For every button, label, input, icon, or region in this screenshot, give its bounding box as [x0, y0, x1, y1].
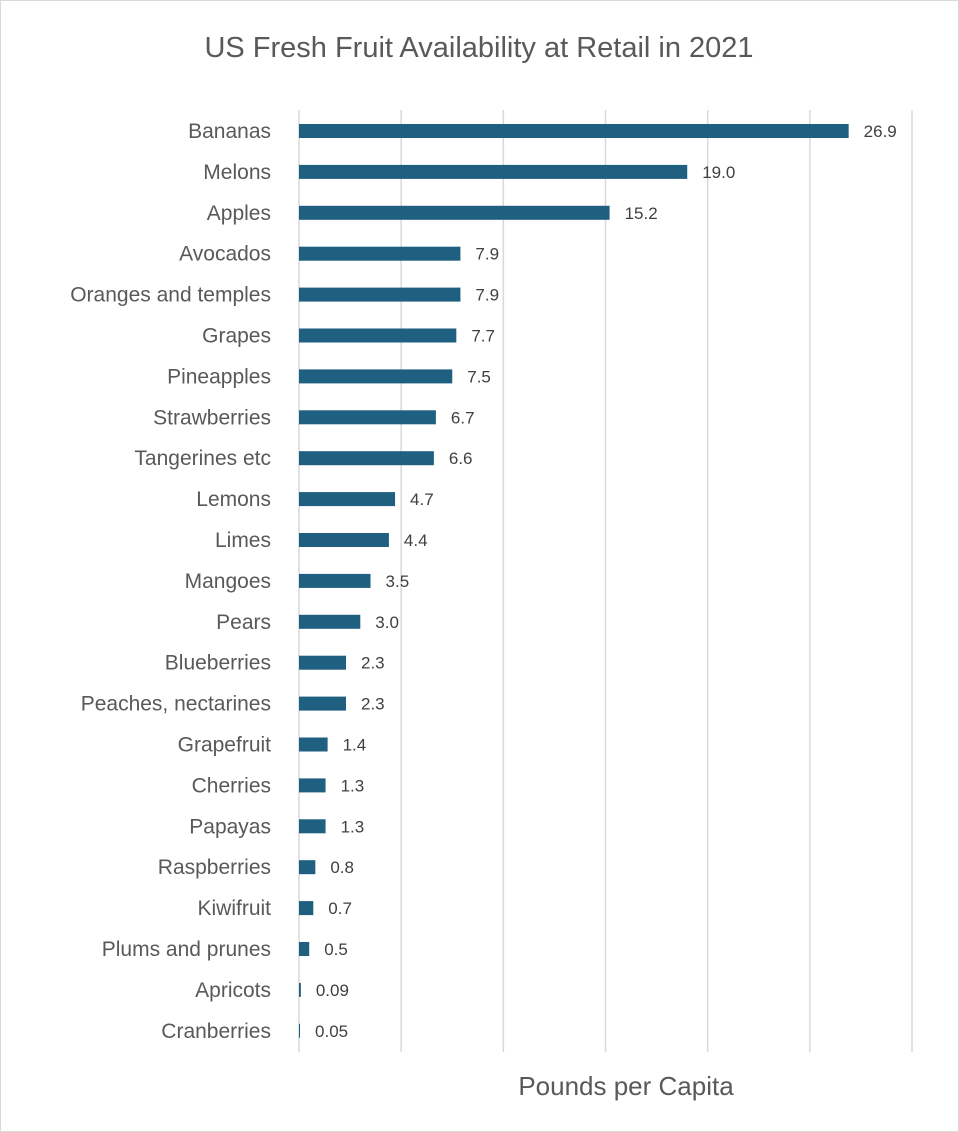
chart-title: US Fresh Fruit Availability at Retail in… — [204, 32, 753, 64]
category-label: Avocados — [179, 243, 271, 266]
data-label: 1.4 — [343, 736, 367, 755]
data-label: 1.3 — [341, 817, 365, 836]
category-label: Peaches, nectarines — [81, 693, 271, 716]
category-label: Cherries — [192, 774, 271, 797]
data-label: 0.8 — [330, 858, 354, 877]
data-label: 2.3 — [361, 654, 385, 673]
x-axis-title: Pounds per Capita — [518, 1071, 734, 1101]
bar — [299, 982, 301, 997]
bar — [299, 328, 457, 343]
bar — [299, 573, 371, 588]
data-label: 7.9 — [475, 245, 499, 264]
category-label: Oranges and temples — [70, 284, 271, 307]
category-label: Lemons — [196, 488, 271, 511]
data-label: 4.7 — [410, 490, 434, 509]
category-label: Strawberries — [153, 406, 271, 429]
bar — [299, 1023, 301, 1038]
category-label: Grapes — [202, 325, 271, 348]
data-label: 4.4 — [404, 531, 428, 550]
bar — [299, 737, 328, 752]
category-label: Limes — [215, 529, 271, 552]
category-label: Plums and prunes — [102, 938, 271, 961]
category-label: Blueberries — [165, 652, 271, 675]
category-label: Melons — [203, 161, 271, 184]
data-label: 7.5 — [467, 367, 491, 386]
category-label: Tangerines etc — [134, 447, 271, 470]
data-label: 0.5 — [324, 940, 348, 959]
data-label: 0.09 — [316, 981, 349, 1000]
category-label: Kiwifruit — [197, 897, 271, 920]
bar — [299, 533, 389, 547]
data-label: 26.9 — [864, 122, 897, 141]
bar — [299, 696, 346, 711]
category-label: Apricots — [195, 979, 271, 1002]
category-label: Mangoes — [185, 570, 271, 593]
data-label: 0.05 — [315, 1022, 348, 1041]
category-label: Raspberries — [158, 856, 271, 879]
category-label: Papayas — [189, 815, 271, 838]
bar — [299, 901, 314, 916]
category-label: Grapefruit — [178, 734, 272, 757]
data-label: 7.7 — [471, 327, 495, 346]
data-label: 3.5 — [386, 572, 410, 591]
category-label: Cranberries — [161, 1020, 271, 1043]
category-label: Bananas — [188, 120, 271, 143]
data-label: 7.9 — [475, 286, 499, 305]
bar — [299, 614, 361, 629]
data-label: 15.2 — [625, 204, 658, 223]
bar — [299, 492, 396, 507]
bar — [299, 124, 849, 138]
bar — [299, 655, 346, 670]
bar — [299, 778, 326, 793]
bar — [299, 860, 316, 875]
category-label: Apples — [207, 202, 271, 225]
category-label: Pineapples — [167, 365, 271, 388]
data-label: 2.3 — [361, 695, 385, 714]
bar — [299, 819, 326, 834]
bar — [299, 164, 688, 179]
data-label: 6.7 — [451, 408, 475, 427]
category-label: Pears — [216, 611, 271, 634]
data-label: 3.0 — [375, 613, 399, 632]
bar — [299, 942, 310, 956]
data-label: 19.0 — [702, 163, 735, 182]
bar — [299, 246, 461, 261]
data-label: 1.3 — [341, 776, 365, 795]
bar — [299, 410, 436, 425]
data-label: 0.7 — [328, 899, 352, 918]
bar — [299, 205, 610, 220]
bar — [299, 369, 453, 384]
data-label: 6.6 — [449, 449, 473, 468]
bar — [299, 451, 434, 466]
bar — [299, 287, 461, 302]
